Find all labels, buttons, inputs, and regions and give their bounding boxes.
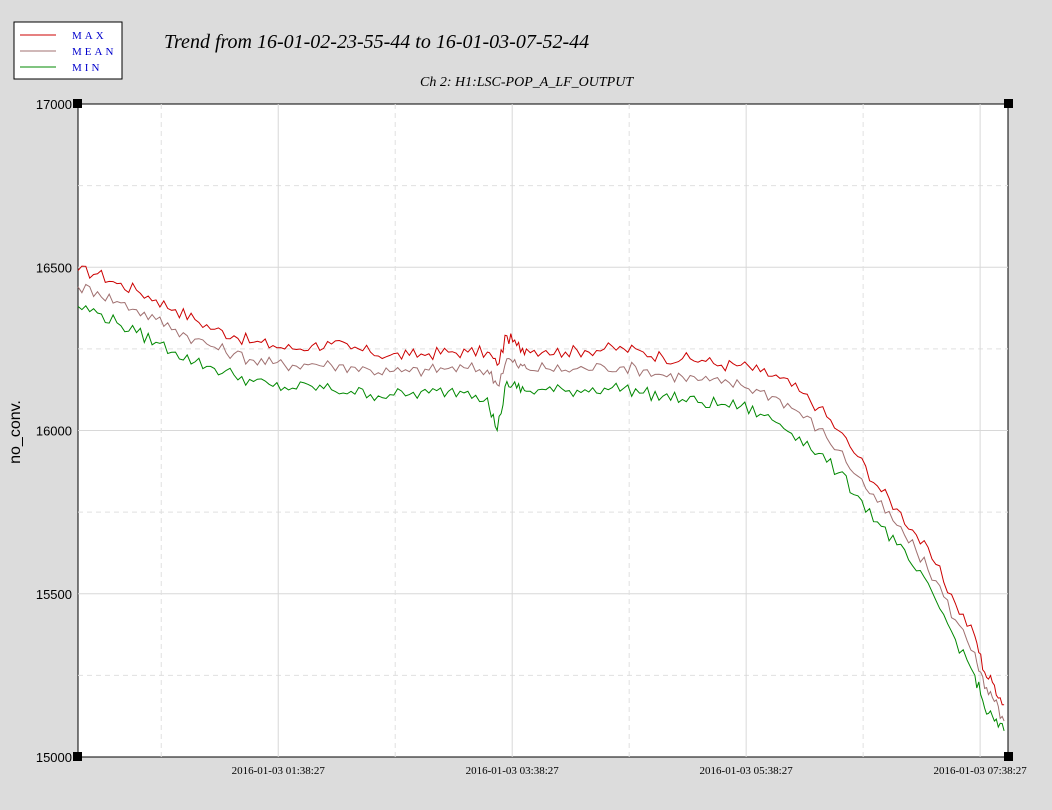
- corner-marker-bl: [73, 752, 82, 761]
- series-line-mean: [77, 283, 1005, 722]
- legend: MAX MEAN MIN: [13, 21, 123, 80]
- x-tick-label: 2016-01-03 07:38:27: [934, 765, 1028, 777]
- corner-marker-br: [1004, 752, 1013, 761]
- legend-label-mean: MEAN: [72, 46, 116, 58]
- y-tick-label: 15500: [36, 587, 72, 602]
- y-tick-label: 16000: [36, 424, 72, 439]
- x-tick-label: 2016-01-03 03:38:27: [466, 765, 560, 777]
- y-axis-label: no_conv.: [7, 400, 24, 464]
- corner-marker-tr: [1004, 99, 1013, 108]
- y-tick-label: 17000: [36, 97, 72, 112]
- legend-label-max: MAX: [72, 30, 107, 42]
- x-ticks: 2016-01-03 01:38:27 2016-01-03 03:38:27 20…: [232, 765, 1028, 777]
- y-tick-label: 15000: [36, 750, 72, 765]
- series-line-min: [77, 305, 1005, 732]
- y-ticks: 15000 15500 16000 16500 17000: [36, 97, 72, 765]
- y-tick-label: 16500: [36, 260, 72, 275]
- series-line-max: [77, 265, 1005, 706]
- x-tick-label: 2016-01-03 05:38:27: [700, 765, 794, 777]
- corner-marker-tl: [73, 99, 82, 108]
- chart-title: Trend from 16-01-02-23-55-44 to 16-01-03…: [164, 31, 589, 53]
- series-group: [77, 265, 1005, 732]
- legend-label-min: MIN: [72, 62, 102, 74]
- chart-subtitle: Ch 2: H1:LSC-POP_A_LF_OUTPUT: [420, 75, 634, 90]
- grid: [78, 104, 1008, 757]
- x-tick-label: 2016-01-03 01:38:27: [232, 765, 326, 777]
